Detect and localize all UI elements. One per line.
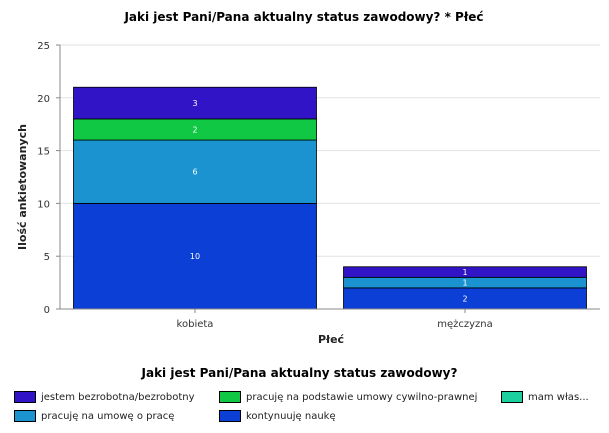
grid <box>60 44 600 257</box>
legend-title: Jaki jest Pani/Pana aktualny status zawo… <box>141 366 458 380</box>
legend-label: pracuję na umowę o pracę <box>41 410 175 422</box>
y-tick-label: 15 <box>37 147 50 158</box>
legend-swatch <box>14 410 36 422</box>
legend-swatch <box>219 391 241 403</box>
data-label: 3 <box>192 99 197 108</box>
x-axis-title: Płeć <box>318 333 345 346</box>
data-label: 10 <box>190 252 200 261</box>
y-tick-label: 20 <box>37 94 50 105</box>
data-label: 6 <box>192 168 197 177</box>
legend-label: kontynuuję naukę <box>246 410 336 422</box>
legend-label: mam włas... <box>528 391 589 403</box>
legend-swatch <box>219 410 241 422</box>
legend-item-umowa-o-prace: pracuję na umowę o pracę <box>14 410 174 422</box>
legend-item-bezrobotna: jestem bezrobotna/bezrobotny <box>14 391 195 403</box>
chart-title: Jaki jest Pani/Pana aktualny status zawo… <box>123 10 483 24</box>
bar-segment <box>73 139 317 204</box>
x-tick-label: kobieta <box>177 319 214 330</box>
data-label: 2 <box>192 125 197 134</box>
bar-segment <box>73 86 317 120</box>
y-tick-label: 5 <box>44 252 50 263</box>
y-tick-label: 0 <box>44 305 50 316</box>
y-axis-title: Ilość ankietowanych <box>16 124 29 250</box>
bar-segment <box>343 266 587 278</box>
legend-label: pracuję na podstawie umowy cywilno-prawn… <box>246 391 478 403</box>
legend-item-wlasna-dzialalnosc: mam włas... <box>501 391 589 403</box>
legend-item-nauka: kontynuuję naukę <box>219 410 336 422</box>
y-tick-label: 25 <box>37 41 50 52</box>
legend-item-umowa-cywilno-prawna: pracuję na podstawie umowy cywilno-prawn… <box>219 391 477 403</box>
x-tick-label: mężczyzna <box>437 319 493 330</box>
bars: 10 6 2 3 2 1 1 <box>73 86 587 310</box>
legend: Jaki jest Pani/Pana aktualny status zawo… <box>0 366 609 422</box>
bar-segment <box>73 202 317 310</box>
legend-label: jestem bezrobotna/bezrobotny <box>41 391 195 403</box>
legend-swatch <box>501 391 523 403</box>
data-label: 1 <box>462 279 467 288</box>
y-tick-label: 10 <box>37 199 50 210</box>
axes: 0 5 10 15 20 25 kobieta mężczyzna <box>37 41 600 330</box>
data-label: 1 <box>462 268 467 277</box>
data-label: 2 <box>462 294 467 303</box>
legend-swatch <box>14 391 36 403</box>
